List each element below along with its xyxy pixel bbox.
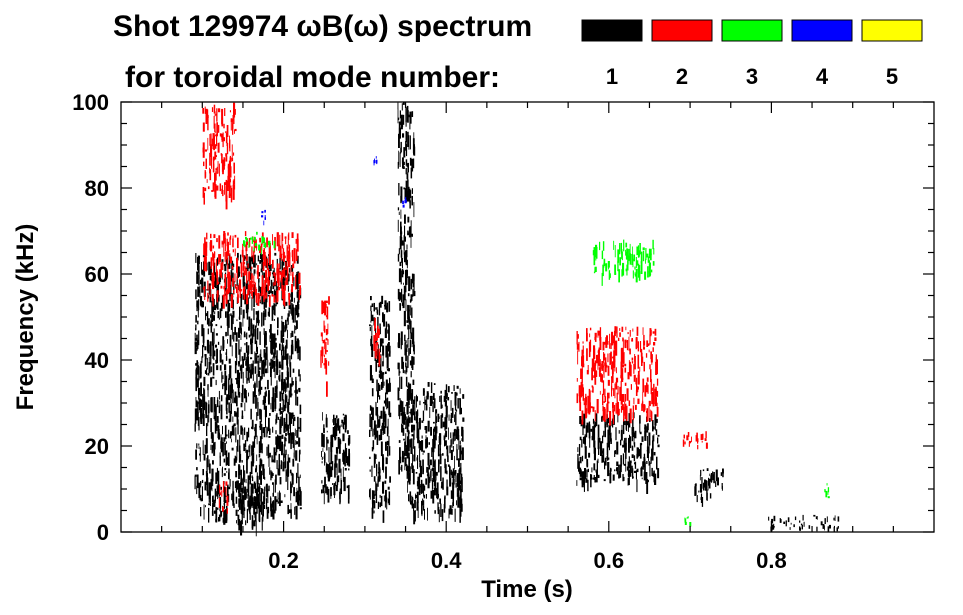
region-mode-2-1 [202,102,237,210]
region-mode-1-1 [211,503,228,523]
region-mode-1-2 [235,480,268,537]
x-axis: 0.2 0.4 0.6 0.8 [161,102,894,573]
legend-swatch-mode-2 [651,19,713,42]
y-tick-label: 100 [72,90,109,115]
x-axis-label: Time (s) [481,576,573,603]
region-mode-2-2 [218,481,229,514]
region-mode-3-0 [243,231,276,255]
chart-title-line2: for toroidal mode number: [125,61,500,94]
region-mode-1-0 [194,252,302,525]
region-mode-4-2 [402,196,407,208]
y-tick-label: 60 [85,262,109,287]
legend-label-mode-3: 3 [746,64,758,89]
region-mode-2-4 [373,317,382,367]
legend: 1 2 3 4 5 [581,19,923,89]
region-mode-2-6 [682,431,708,450]
y-tick-label: 20 [85,434,109,459]
legend-swatch-mode-5 [861,19,923,42]
legend-label-mode-2: 2 [676,64,688,89]
y-tick-label: 80 [85,176,109,201]
x-tick-label: 0.2 [268,548,299,573]
region-mode-1-3 [321,412,351,505]
region-mode-1-10 [768,514,840,532]
region-mode-3-3 [824,483,830,499]
region-mode-1-8 [576,412,660,494]
region-mode-1-9 [694,468,724,507]
legend-swatch-mode-1 [581,19,643,42]
region-mode-2-3 [320,296,330,397]
legend-swatch-mode-4 [791,19,853,42]
x-tick-label: 0.4 [431,548,462,573]
region-mode-3-2 [684,516,692,527]
plot-area-data [194,102,840,537]
y-axis: 0 20 40 60 80 100 [72,90,934,545]
y-tick-label: 0 [97,520,109,545]
legend-label-mode-5: 5 [886,64,898,89]
region-mode-3-1 [592,239,655,286]
series-mode-1 [194,102,840,537]
series-mode-4 [261,156,407,226]
legend-label-mode-1: 1 [606,64,618,89]
legend-label-mode-4: 4 [816,64,829,89]
y-tick-label: 40 [85,348,109,373]
x-tick-label: 0.6 [594,548,625,573]
region-mode-1-6 [406,382,465,525]
chart-title-line1: Shot 129974 ωB(ω) spectrum [113,10,532,43]
legend-swatch-mode-3 [721,19,783,42]
region-mode-4-1 [373,156,378,166]
region-mode-4-0 [261,209,266,226]
series-mode-2 [202,102,708,514]
region-mode-1-7 [446,467,462,496]
region-mode-1-4 [369,295,392,523]
y-axis-label: Frequency (kHz) [12,224,39,411]
series-mode-3 [243,231,830,527]
region-mode-2-5 [576,326,659,426]
x-tick-label: 0.8 [756,548,787,573]
